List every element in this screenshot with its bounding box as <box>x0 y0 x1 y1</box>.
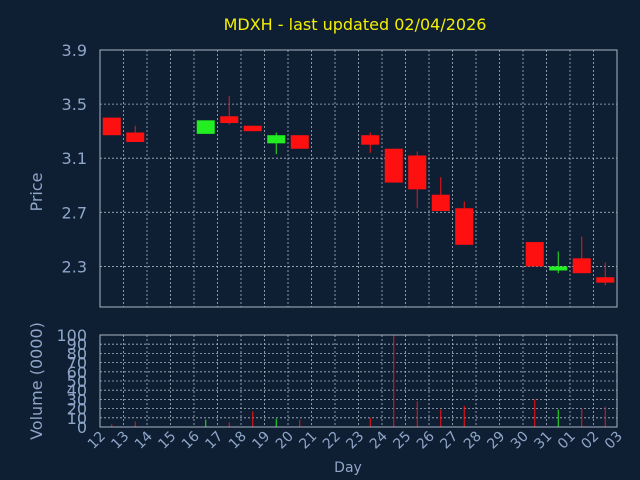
volume-y-tick-label: 80 <box>67 344 87 363</box>
price-y-tick-label: 2.3 <box>62 257 87 276</box>
candle-body <box>572 258 591 274</box>
price-grid <box>100 49 618 307</box>
x-tick-label: 18 <box>226 429 250 453</box>
price-axis-label: Price <box>27 172 46 211</box>
price-y-tick-label: 3.1 <box>62 149 87 168</box>
x-tick-label: 13 <box>108 429 132 453</box>
candle-body <box>431 194 450 211</box>
x-tick-label: 25 <box>390 429 414 453</box>
x-axis-label: Day <box>334 460 362 476</box>
volume-bars <box>111 335 606 427</box>
candle-body <box>126 132 145 142</box>
candle-body <box>243 125 262 132</box>
x-tick-label: 31 <box>531 429 555 453</box>
candle-body <box>408 155 427 190</box>
candle-body <box>455 208 474 245</box>
volume-y-tick-label: 20 <box>67 400 87 419</box>
volume-axis-label: Volume (0000) <box>27 322 46 440</box>
price-plot-frame <box>99 49 618 308</box>
x-tick-label: 29 <box>484 429 508 453</box>
x-tick-label: 26 <box>414 428 438 452</box>
x-tick-label: 01 <box>555 429 579 453</box>
volume-y-tick-label: 40 <box>67 381 87 400</box>
price-y-tick-label: 2.7 <box>62 203 87 222</box>
x-tick-label: 12 <box>85 429 109 453</box>
candle-body <box>220 116 239 124</box>
x-tick-label: 22 <box>320 429 344 453</box>
price-y-tick-label: 3.9 <box>62 41 87 60</box>
x-tick-label: 28 <box>461 429 485 453</box>
candle-body <box>102 117 121 136</box>
volume-y-tick-label: 70 <box>67 354 87 373</box>
candle-body <box>525 242 544 267</box>
x-tick-label: 27 <box>437 429 461 453</box>
x-tick-label: 30 <box>508 429 532 453</box>
volume-y-tick-label: 10 <box>67 409 87 428</box>
candles <box>102 95 615 286</box>
x-tick-label: 21 <box>296 429 320 453</box>
chart-title: MDXH - last updated 02/04/2026 <box>224 15 487 34</box>
price-y-tick-label: 3.5 <box>62 95 87 114</box>
x-tick-label: 23 <box>343 429 367 453</box>
price-y-tick-labels: 2.3 2.7 3.1 3.5 3.9 <box>62 41 87 276</box>
volume-y-tick-label: 30 <box>67 390 87 409</box>
candle-body <box>196 120 215 134</box>
x-tick-label: 19 <box>249 429 273 453</box>
volume-y-tick-label: 0 <box>77 418 87 437</box>
candle-body <box>361 135 380 145</box>
candle-body <box>267 135 286 144</box>
volume-y-tick-label: 60 <box>67 363 87 382</box>
x-tick-label: 20 <box>273 429 297 453</box>
x-tick-label: 17 <box>202 429 226 453</box>
x-tick-label: 02 <box>578 429 602 453</box>
x-tick-label: 03 <box>602 429 626 453</box>
volume-y-tick-label: 100 <box>56 326 87 345</box>
candle-body <box>384 148 403 183</box>
x-tick-label: 15 <box>155 429 179 453</box>
candle-body <box>290 135 309 149</box>
x-tick-labels: 12 13 14 15 16 17 18 19 20 21 22 23 24 25 26 27 28 29 30 31… <box>85 428 626 452</box>
candle-body <box>596 277 615 283</box>
x-tick-label: 24 <box>367 428 391 452</box>
volume-y-tick-label: 90 <box>67 335 87 354</box>
volume-grid <box>100 334 618 428</box>
x-tick-label: 14 <box>132 428 156 452</box>
volume-y-tick-label: 50 <box>67 372 87 391</box>
candle-body <box>549 266 568 271</box>
x-tick-label: 16 <box>179 428 203 452</box>
volume-plot-frame <box>99 334 618 428</box>
